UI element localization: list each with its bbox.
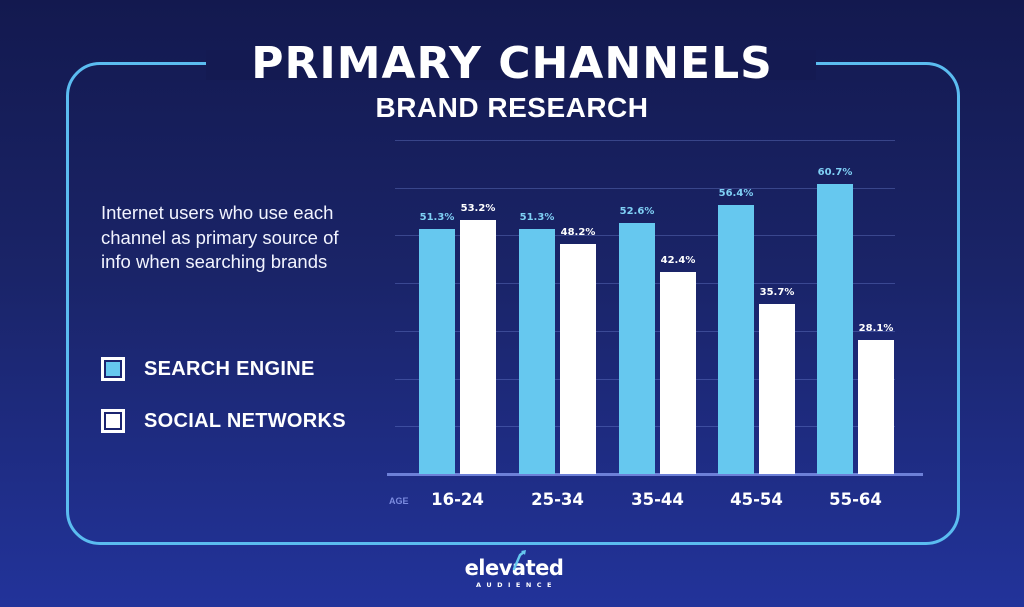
legend-item-social-networks: SOCIAL NETWORKS	[101, 408, 346, 434]
bar-value-label: 28.1%	[858, 322, 894, 334]
x-axis-baseline	[387, 473, 923, 476]
bar-search-engine-55-64	[817, 184, 853, 474]
bar-value-label: 35.7%	[759, 286, 795, 298]
brand-logo: elevated AUDIENCE	[464, 550, 564, 599]
bar-search-engine-16-24	[419, 229, 455, 474]
chart-description: Internet users who use each channel as p…	[101, 202, 339, 272]
bar-social-networks-16-24	[460, 220, 496, 474]
legend-swatch-search-engine	[101, 357, 125, 381]
bar-social-networks-45-54	[759, 303, 795, 474]
legend-label: SEARCH ENGINE	[144, 357, 315, 380]
x-axis-category: 55-64	[829, 490, 882, 509]
x-axis-title: AGE	[389, 496, 409, 506]
bar-value-label: 51.3%	[419, 212, 455, 224]
bar-value-label: 56.4%	[718, 187, 754, 199]
x-axis-category: 25-34	[531, 490, 584, 509]
bar-social-networks-25-34	[560, 244, 596, 474]
legend: SEARCH ENGINE SOCIAL NETWORKS	[101, 356, 346, 460]
bar-social-networks-35-44	[660, 271, 696, 474]
gridline	[395, 140, 895, 141]
bar-value-label: 48.2%	[560, 227, 596, 239]
x-axis-category: 16-24	[431, 490, 484, 509]
bar-value-label: 51.3%	[519, 212, 555, 224]
bar-value-label: 52.6%	[619, 206, 655, 218]
bar-search-engine-25-34	[519, 229, 555, 474]
plot-area: 51.3% 53.2% 51.3% 48.2% 52.6% 42.4% 56.4% 35.7%…	[387, 140, 923, 476]
gridline	[395, 187, 895, 189]
legend-item-search-engine: SEARCH ENGINE	[101, 356, 346, 382]
x-axis-category: 35-44	[631, 490, 684, 509]
bar-search-engine-45-54	[718, 204, 754, 474]
title-frame-gap	[206, 50, 816, 80]
chart-title: PRIMARY CHANNELS	[251, 38, 773, 89]
chart-subtitle: BRAND RESEARCH	[375, 92, 649, 123]
bar-search-engine-35-44	[619, 223, 655, 474]
bar-value-label: 53.2%	[460, 203, 496, 215]
bar-social-networks-55-64	[858, 339, 894, 474]
logo-subtext: AUDIENCE	[475, 581, 557, 589]
x-axis-category: 45-54	[730, 490, 783, 509]
arrow-up-icon	[512, 550, 526, 571]
bar-value-label: 60.7%	[817, 167, 853, 179]
bar-value-label: 42.4%	[660, 254, 696, 266]
legend-swatch-social-networks	[101, 409, 125, 433]
legend-label: SOCIAL NETWORKS	[144, 409, 346, 432]
